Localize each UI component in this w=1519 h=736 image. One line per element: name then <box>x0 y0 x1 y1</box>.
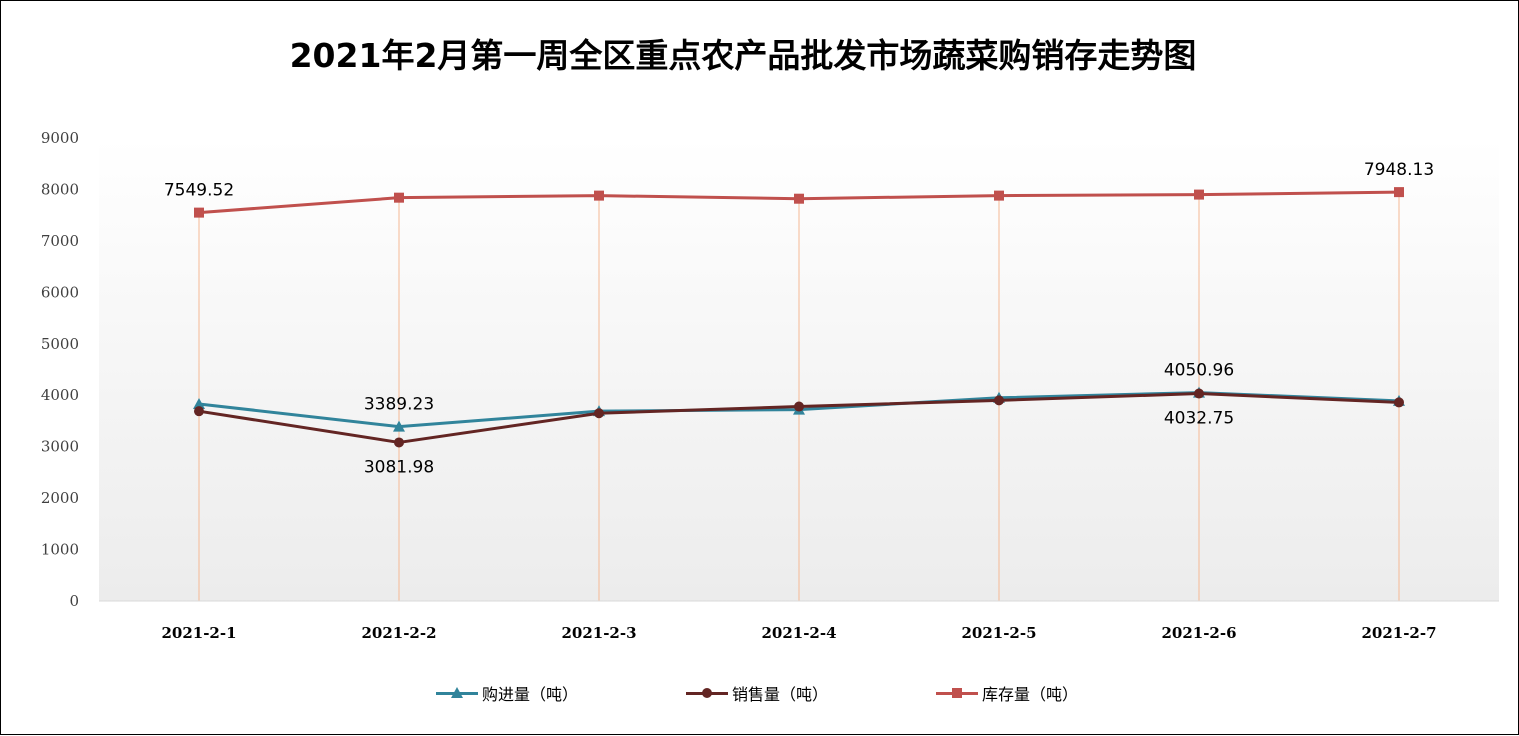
legend-swatch <box>436 681 478 705</box>
legend-item: 购进量（吨） <box>436 681 578 705</box>
data-point-1 <box>994 395 1004 406</box>
y-tick-label: 7000 <box>41 232 79 250</box>
y-tick-label: 4000 <box>41 386 79 404</box>
data-point-2 <box>194 207 204 218</box>
data-point-2 <box>1194 189 1204 200</box>
data-point-0 <box>193 397 205 409</box>
data-point-2 <box>994 190 1004 201</box>
legend-marker <box>451 687 463 698</box>
data-point-1 <box>794 401 804 412</box>
legend-swatch <box>936 681 978 705</box>
data-label: 4050.96 <box>1164 361 1234 381</box>
data-point-2 <box>394 192 404 203</box>
y-tick-label: 6000 <box>41 283 79 301</box>
x-tick-label: 2021-2-4 <box>761 624 836 642</box>
y-tick-label: 5000 <box>41 335 79 353</box>
legend-label: 销售量（吨） <box>732 685 829 704</box>
x-tick-label: 2021-2-7 <box>1361 624 1436 642</box>
data-point-1 <box>1394 397 1404 408</box>
legend-item: 库存量（吨） <box>936 681 1078 705</box>
data-label: 7549.52 <box>164 181 234 201</box>
legend-label: 库存量（吨） <box>982 685 1079 704</box>
y-tick-label: 3000 <box>41 438 79 456</box>
data-point-1 <box>594 408 604 419</box>
data-point-1 <box>194 406 204 417</box>
y-tick-label: 8000 <box>41 180 79 198</box>
legend-marker <box>702 688 712 698</box>
legend-label: 购进量（吨） <box>482 685 579 704</box>
data-label: 7948.13 <box>1364 160 1434 180</box>
y-tick-label: 9000 <box>41 129 79 147</box>
data-point-1 <box>394 437 404 448</box>
data-label: 4032.75 <box>1164 409 1234 429</box>
data-point-0 <box>393 420 405 432</box>
legend: 购进量（吨） 销售量（吨） 库存量（吨） <box>1 681 1519 705</box>
legend-marker <box>952 688 962 698</box>
chart-title: 2021年2月第一周全区重点农产品批发市场蔬菜购销存走势图 <box>289 36 1197 75</box>
y-tick-label: 2000 <box>41 489 79 507</box>
x-tick-label: 2021-2-3 <box>561 624 636 642</box>
x-tick-label: 2021-2-5 <box>961 624 1036 642</box>
legend-item: 销售量（吨） <box>686 681 828 705</box>
data-point-2 <box>794 193 804 204</box>
y-tick-label: 0 <box>69 592 79 610</box>
data-label: 3081.98 <box>364 457 434 477</box>
x-tick-label: 2021-2-2 <box>361 624 436 642</box>
data-point-2 <box>594 190 604 201</box>
data-point-2 <box>1394 187 1404 198</box>
data-point-1 <box>1194 388 1204 399</box>
data-label: 3389.23 <box>364 395 434 415</box>
y-tick-label: 1000 <box>41 541 79 559</box>
legend-swatch <box>686 681 728 705</box>
x-tick-label: 2021-2-6 <box>1161 624 1236 642</box>
x-tick-label: 2021-2-1 <box>161 624 236 642</box>
